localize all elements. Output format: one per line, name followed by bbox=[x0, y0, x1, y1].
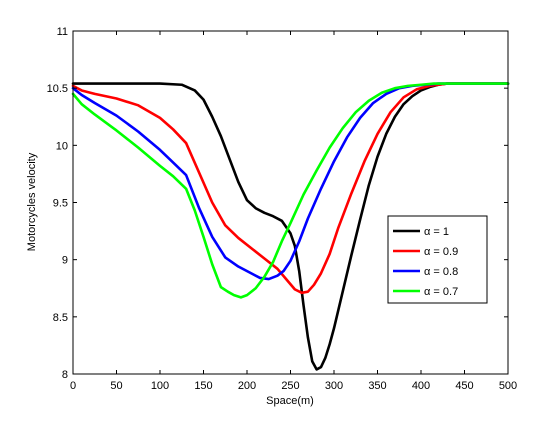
y-tick-label: 8.5 bbox=[53, 312, 68, 324]
x-tick-label: 350 bbox=[368, 380, 386, 392]
x-tick-label: 450 bbox=[455, 380, 473, 392]
x-tick-label: 200 bbox=[238, 380, 256, 392]
y-tick-label: 8 bbox=[62, 369, 68, 381]
x-tick-label: 500 bbox=[499, 380, 517, 392]
y-tick-label: 10.5 bbox=[47, 83, 68, 95]
x-tick-label: 100 bbox=[151, 380, 169, 392]
legend-label-4: α = 0.7 bbox=[424, 286, 458, 298]
series-layer bbox=[71, 82, 510, 371]
series-line-4 bbox=[71, 82, 510, 299]
legend-label-2: α = 0.9 bbox=[424, 246, 458, 258]
y-tick-label: 9 bbox=[62, 255, 68, 267]
x-tick-label: 400 bbox=[412, 380, 430, 392]
x-tick-label: 0 bbox=[70, 380, 76, 392]
legend-label-1: α = 1 bbox=[424, 226, 449, 238]
legend: α = 1 α = 0.9 α = 0.8 α = 0.7 bbox=[387, 215, 488, 304]
x-tick-label: 250 bbox=[281, 380, 299, 392]
x-tick-label: 300 bbox=[325, 380, 343, 392]
x-tick-label: 50 bbox=[110, 380, 122, 392]
y-tick-label: 9.5 bbox=[53, 198, 68, 210]
series-line-1 bbox=[71, 82, 510, 371]
y-axis-label: Motorcycles velocity bbox=[26, 152, 38, 251]
legend-box bbox=[387, 215, 488, 304]
series-line-2 bbox=[71, 82, 510, 295]
x-axis-label: Space(m) bbox=[266, 395, 314, 407]
tick-layer: 0 50 100 150 200 250 300 350 400 450 500 8 8.5 9 9.5 10… bbox=[47, 26, 518, 392]
legend-items: α = 1 α = 0.9 α = 0.8 α = 0.7 bbox=[393, 226, 458, 298]
y-tick-label: 11 bbox=[57, 26, 68, 38]
legend-label-3: α = 0.8 bbox=[424, 266, 458, 278]
y-tick-label: 10 bbox=[56, 140, 68, 152]
x-tick-label: 150 bbox=[194, 380, 212, 392]
